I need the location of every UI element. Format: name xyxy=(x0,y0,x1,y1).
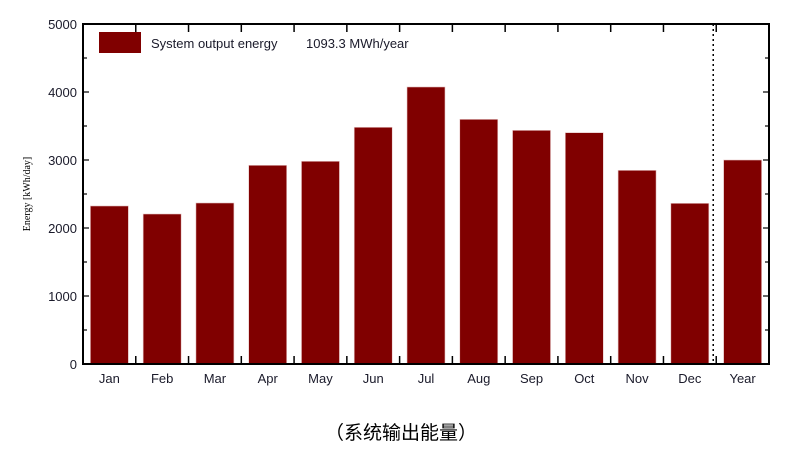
legend-value: 1093.3 MWh/year xyxy=(306,36,409,51)
x-tick-label: Jun xyxy=(363,371,384,386)
bar-year xyxy=(723,159,762,365)
x-tick-label: Oct xyxy=(574,371,595,386)
y-tick-label: 5000 xyxy=(48,17,77,32)
y-tick-label: 0 xyxy=(70,357,77,372)
legend-swatch xyxy=(99,32,141,53)
bar-mar xyxy=(195,202,235,365)
x-tick-label: Jan xyxy=(99,371,120,386)
figure-caption: （系统输出能量） xyxy=(324,422,477,444)
bar-aug xyxy=(459,119,499,365)
x-tick-label: Nov xyxy=(626,371,650,386)
x-tick-label: Jul xyxy=(418,371,435,386)
bar-jun xyxy=(353,126,393,365)
bar-oct xyxy=(565,132,604,365)
x-tick-label: Year xyxy=(729,371,756,386)
x-tick-label: Aug xyxy=(467,371,490,386)
y-tick-label: 4000 xyxy=(48,85,77,100)
bar-apr xyxy=(248,165,287,365)
x-tick-label: Mar xyxy=(204,371,227,386)
y-axis-label: Energy [kWh/day] xyxy=(22,157,33,232)
legend-label: System output energy xyxy=(151,36,278,51)
y-tick-label: 1000 xyxy=(48,289,77,304)
bar-sep xyxy=(512,130,551,365)
bar-jul xyxy=(406,86,446,365)
bar-may xyxy=(301,160,340,365)
bar-feb xyxy=(142,213,182,365)
x-tick-label: Sep xyxy=(520,371,543,386)
y-tick-label: 3000 xyxy=(48,153,77,168)
bar-jan xyxy=(90,205,129,365)
bar-dec xyxy=(670,203,710,365)
x-tick-label: May xyxy=(308,371,333,386)
x-tick-label: Apr xyxy=(258,371,279,386)
y-tick-label: 2000 xyxy=(48,221,77,236)
bar-nov xyxy=(617,170,657,365)
x-tick-label: Dec xyxy=(678,371,702,386)
x-tick-label: Feb xyxy=(151,371,173,386)
